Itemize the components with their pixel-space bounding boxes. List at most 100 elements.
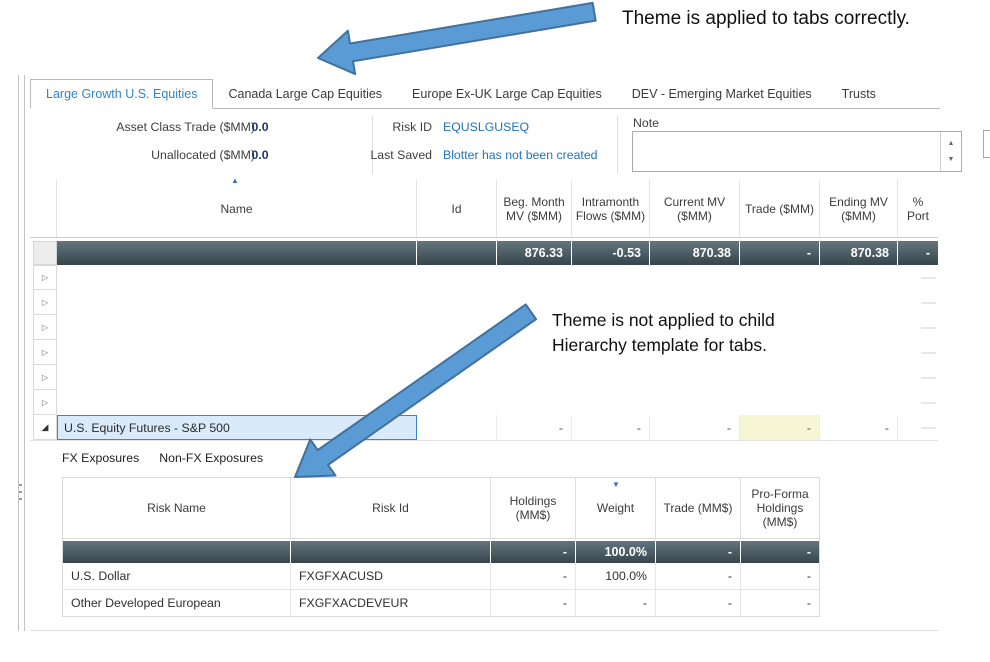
tab-fx-exposures[interactable]: FX Exposures xyxy=(62,451,140,465)
expander-collapsed-icon[interactable]: ▷ xyxy=(33,365,57,390)
summary-pct-port: - xyxy=(898,241,938,265)
tab-dev-emerging-market-equities[interactable]: DEV - Emerging Market Equities xyxy=(631,86,812,101)
table-row-other-developed-european[interactable]: Other Developed European FXGFXACDEVEUR -… xyxy=(63,590,819,616)
asset-class-trade-value: 0.0 xyxy=(251,120,269,134)
last-saved-label: Last Saved xyxy=(370,148,432,162)
child-summary-weight: 100.0% xyxy=(576,541,656,563)
column-header-intramonth-flows[interactable]: Intramonth Flows ($MM) xyxy=(572,180,650,237)
child-grid-header-row: ▼ Risk Name Risk Id Holdings (MM$) Weigh… xyxy=(63,478,819,539)
expander-collapsed-icon[interactable]: ▷ xyxy=(33,290,57,315)
column-header-current-mv[interactable]: Current MV ($MM) xyxy=(650,180,740,237)
grid-summary-row: 876.33 -0.53 870.38 - 870.38 - xyxy=(30,241,938,265)
column-header-name[interactable]: Name xyxy=(57,180,417,237)
column-header-ending-mv[interactable]: Ending MV ($MM) xyxy=(820,180,898,237)
cell-risk-id[interactable]: FXGFXACDEVEUR xyxy=(291,590,491,616)
asset-class-grid: ▲ Name Id Beg. Month MV ($MM) Intramonth… xyxy=(30,176,938,441)
table-row-us-equity-futures[interactable]: ◢ U.S. Equity Futures - S&P 500 - - - - … xyxy=(30,415,938,441)
cell-weight[interactable]: - xyxy=(576,590,656,616)
cell-trade[interactable]: - xyxy=(656,590,741,616)
note-label: Note xyxy=(633,116,659,130)
cell-risk-name[interactable]: U.S. Dollar xyxy=(63,563,291,589)
row-port-dash xyxy=(898,390,938,415)
row-header-column xyxy=(30,180,57,237)
cell-proforma[interactable]: - xyxy=(806,596,811,610)
tab-trusts[interactable]: Trusts xyxy=(841,86,876,101)
clipped-control[interactable] xyxy=(983,130,990,158)
tab-non-fx-exposures[interactable]: Non-FX Exposures xyxy=(159,451,264,465)
summary-intramonth-flows: -0.53 xyxy=(572,241,650,265)
expander-collapsed-icon[interactable]: ▷ xyxy=(33,315,57,340)
column-header-trade[interactable]: Trade (MM$) xyxy=(656,478,741,538)
table-row[interactable]: ▷ xyxy=(30,265,938,290)
column-header-proforma-holdings[interactable]: Pro-Forma Holdings (MM$) xyxy=(751,487,809,529)
note-scrollbar[interactable]: ▲ ▼ xyxy=(940,132,961,171)
child-summary-proforma: - xyxy=(741,541,819,563)
child-summary-trade: - xyxy=(656,541,741,563)
asset-class-tabstrip: Large Growth U.S. Equities Canada Large … xyxy=(30,79,940,109)
table-row[interactable]: ▷ xyxy=(30,340,938,365)
divider xyxy=(617,116,618,174)
splitter-line[interactable] xyxy=(24,75,25,631)
table-row[interactable]: ▷ xyxy=(30,365,938,390)
cell-holdings[interactable]: - xyxy=(491,563,576,589)
tab-europe-ex-uk-large-cap-equities[interactable]: Europe Ex-UK Large Cap Equities xyxy=(412,86,602,101)
sort-ascending-icon: ▲ xyxy=(231,176,239,185)
cell-proforma[interactable]: - xyxy=(806,569,811,583)
expander-collapsed-icon[interactable]: ▷ xyxy=(33,390,57,415)
divider xyxy=(30,630,938,631)
cell-holdings[interactable]: - xyxy=(491,590,576,616)
risk-id-label: Risk ID xyxy=(392,120,432,134)
row-ending-mv-cell[interactable]: - xyxy=(820,415,898,440)
blotter-info-panel: Asset Class Trade ($MM) 0.0 Unallocated … xyxy=(30,112,962,182)
tab-large-growth-us-equities[interactable]: Large Growth U.S. Equities xyxy=(30,79,214,109)
column-header-weight[interactable]: Weight xyxy=(576,478,656,538)
child-summary-risk-name xyxy=(63,541,291,563)
row-port-dash xyxy=(898,290,938,315)
row-trade-cell[interactable]: - xyxy=(740,415,820,440)
row-empty-cells xyxy=(57,315,898,340)
summary-beg-month-mv: 876.33 xyxy=(497,241,572,265)
row-intramonth-flows-cell[interactable]: - xyxy=(572,415,650,440)
row-port-dash xyxy=(898,315,938,340)
asset-class-trade-label: Asset Class Trade ($MM) xyxy=(116,120,255,134)
annotation-middle: Theme is not applied to child Hierarchy … xyxy=(552,310,775,356)
summary-current-mv: 870.38 xyxy=(650,241,740,265)
child-summary-risk-id xyxy=(291,541,491,563)
row-beg-month-mv-cell[interactable]: - xyxy=(497,415,572,440)
column-header-holdings[interactable]: Holdings (MM$) xyxy=(491,478,576,538)
cell-risk-name[interactable]: Other Developed European xyxy=(63,590,291,616)
row-id-cell[interactable] xyxy=(417,415,497,440)
unallocated-label: Unallocated ($MM) xyxy=(151,148,255,162)
cell-weight[interactable]: 100.0% xyxy=(576,563,656,589)
splitter-grip-icon[interactable] xyxy=(19,484,22,500)
scroll-down-icon[interactable]: ▼ xyxy=(947,155,955,163)
expander-expanded-icon[interactable]: ◢ xyxy=(33,415,57,440)
row-port-dash xyxy=(898,265,938,290)
scroll-up-icon[interactable]: ▲ xyxy=(947,140,955,148)
summary-ending-mv: 870.38 xyxy=(820,241,898,265)
note-input[interactable] xyxy=(633,132,940,171)
table-row[interactable]: ▷ xyxy=(30,390,938,415)
tab-canada-large-cap-equities[interactable]: Canada Large Cap Equities xyxy=(228,86,383,101)
cell-trade[interactable]: - xyxy=(656,563,741,589)
expander-collapsed-icon[interactable]: ▷ xyxy=(33,340,57,365)
table-row[interactable]: ▷ xyxy=(30,290,938,315)
column-header-beg-month-mv[interactable]: Beg. Month MV ($MM) xyxy=(497,180,572,237)
row-current-mv-cell[interactable]: - xyxy=(650,415,740,440)
cell-risk-id[interactable]: FXGFXACUSD xyxy=(291,563,491,589)
column-header-risk-id[interactable]: Risk Id xyxy=(291,478,491,538)
arrow-to-tabs-icon xyxy=(317,1,597,76)
row-name-cell[interactable]: U.S. Equity Futures - S&P 500 xyxy=(57,415,417,440)
summary-trade: - xyxy=(740,241,820,265)
expander-collapsed-icon[interactable]: ▷ xyxy=(33,265,57,290)
table-row-us-dollar[interactable]: U.S. Dollar FXGFXACUSD - 100.0% - - xyxy=(63,563,819,590)
splitter-line[interactable] xyxy=(18,75,19,631)
column-header-risk-name[interactable]: Risk Name xyxy=(63,478,291,538)
column-header-pct-port[interactable]: % Port xyxy=(906,194,929,223)
summary-name-cell xyxy=(57,241,417,265)
table-row[interactable]: ▷ xyxy=(30,315,938,340)
column-header-trade[interactable]: Trade ($MM) xyxy=(740,180,820,237)
column-header-id[interactable]: Id xyxy=(417,180,497,237)
summary-id-cell xyxy=(417,241,497,265)
